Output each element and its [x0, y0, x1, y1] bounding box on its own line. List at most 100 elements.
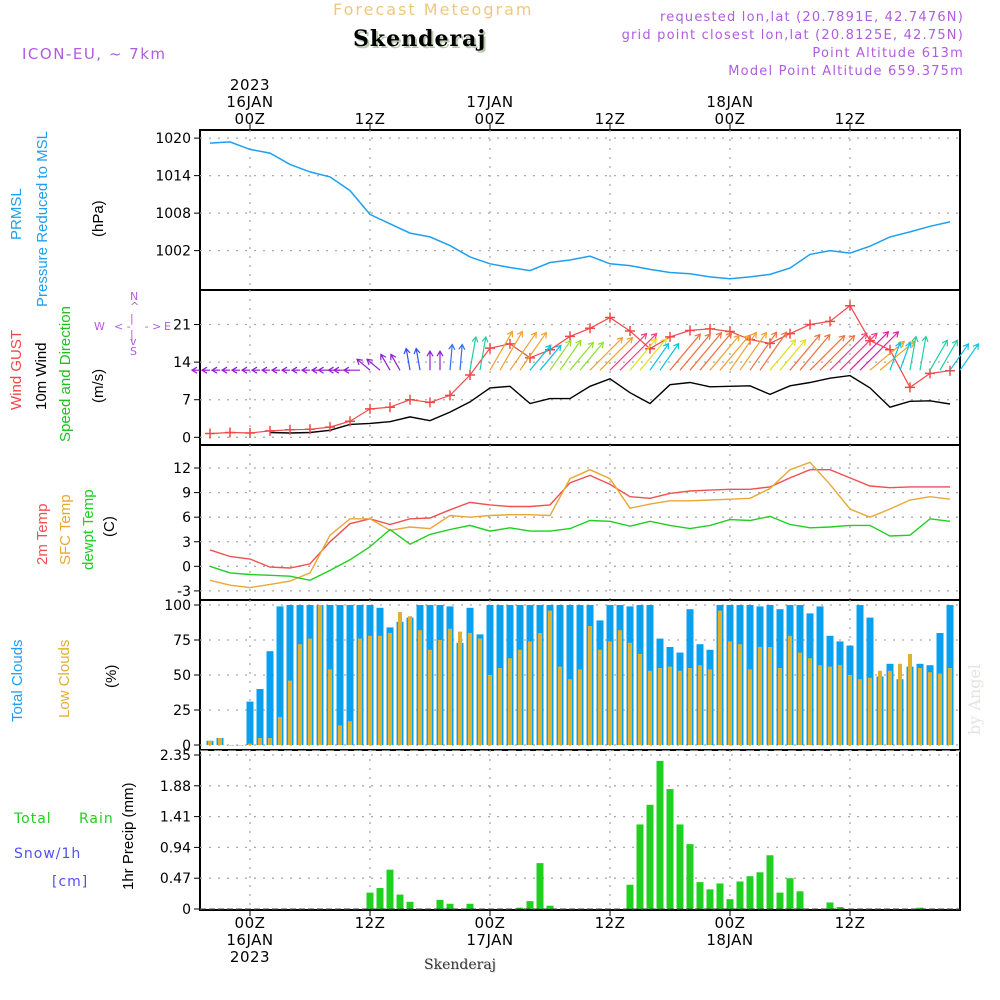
low-cloud-bar — [818, 665, 822, 745]
wind-arrow — [759, 331, 788, 371]
rain-bar — [676, 824, 684, 909]
wind-arrow — [509, 331, 537, 371]
gust-marker — [505, 338, 515, 349]
wind-arrow-head — [540, 331, 547, 339]
low-cloud-bar — [788, 635, 792, 745]
wind-arrow-shaft — [489, 331, 513, 371]
wind-arrow — [469, 335, 479, 371]
wind-arrow-head — [270, 366, 278, 374]
gust-marker — [525, 352, 535, 363]
y-tick-label: 9 — [182, 486, 191, 502]
wind-arrow-head — [861, 332, 868, 340]
low-cloud-bar — [688, 668, 692, 745]
wind-arrow-shaft — [909, 336, 917, 371]
wind-arrow-head — [905, 341, 912, 349]
wind-arrow-shaft — [405, 348, 411, 371]
low-cloud-bar — [868, 677, 872, 745]
low-cloud-bar — [458, 631, 462, 745]
low-cloud-bar — [578, 669, 582, 745]
wind-arrow-head — [750, 331, 757, 339]
wind-arrow — [559, 339, 582, 371]
low-cloud-bar — [248, 743, 252, 745]
wind-arrow — [829, 332, 868, 371]
time-label-line: 12Z — [834, 914, 866, 932]
gust-marker — [385, 402, 395, 413]
low-cloud-bar — [528, 641, 532, 745]
low-cloud-bar — [288, 680, 292, 745]
wind-arrow-shaft — [829, 332, 868, 371]
compass-east: E — [164, 320, 171, 333]
wind-arrow-head — [921, 335, 929, 343]
wind-arrow — [929, 339, 948, 371]
low-cloud-bar — [588, 626, 592, 745]
wind-arrow-head — [260, 366, 268, 374]
footer-station: Skenderaj — [424, 957, 497, 973]
rain-bar — [746, 876, 754, 909]
wind-arrow-shaft — [569, 342, 594, 371]
wind-arrow — [599, 336, 634, 371]
wind-arrow-head — [760, 331, 767, 339]
time-label-line: 00Z — [714, 110, 746, 128]
wind-arrow-shaft — [356, 358, 371, 371]
rain-bar — [656, 760, 664, 909]
wind-arrow — [859, 330, 900, 371]
rain-bar — [406, 901, 414, 909]
wind10-line — [269, 374, 951, 434]
wind-arrow-head — [663, 342, 670, 350]
point-altitude: Point Altitude 613m — [812, 46, 964, 61]
gust-marker — [685, 325, 695, 336]
wind-arrow-shaft — [809, 335, 845, 371]
time-label-line: 12Z — [354, 914, 386, 932]
y-tick-label: 21 — [173, 318, 191, 334]
gust-marker — [405, 394, 415, 405]
rain-bar — [796, 891, 804, 909]
wind-arrow-head — [848, 334, 856, 342]
wind-arrow-head — [530, 331, 537, 339]
wind-arrow — [679, 333, 712, 371]
wind-arrow — [413, 347, 421, 371]
gust-marker — [645, 343, 655, 354]
low-cloud-bar — [718, 610, 722, 745]
credit-watermark: by Angel — [965, 663, 984, 735]
precip-rain-label: Rain — [79, 811, 114, 827]
panel-frame-4 — [199, 749, 961, 911]
wind-arrow — [300, 366, 310, 374]
y-tick-label: 0 — [182, 559, 191, 575]
gust-marker — [905, 382, 915, 393]
rain-bar — [726, 899, 734, 909]
wind-arrow-head — [725, 331, 733, 339]
rain-bar — [366, 892, 374, 909]
wind-arrow-head — [240, 366, 248, 374]
precip-total-label: Total — [14, 811, 52, 827]
wind-arrow — [230, 366, 240, 374]
gust-marker — [485, 343, 495, 354]
time-label-line: 12Z — [594, 914, 626, 932]
wind-arrow-shaft — [509, 332, 537, 371]
wind-arrow-head — [317, 366, 324, 374]
total-cloud-bar — [346, 605, 354, 745]
wind-arrow-shaft — [849, 331, 889, 371]
snow-unit: [cm] — [52, 874, 89, 890]
wind-arrow — [200, 366, 210, 374]
wind-arrow — [499, 330, 524, 371]
bottom-time-label: 00Z 17JAN — [466, 915, 513, 949]
low-cloud-bar — [418, 630, 422, 745]
wind-arrow-shaft — [799, 334, 831, 371]
wind-arrow-shaft — [749, 331, 778, 371]
rain-bar — [646, 804, 654, 909]
wind-arrow — [889, 341, 902, 371]
low-cloud-bar — [928, 672, 932, 745]
wind-arrow-shaft — [699, 332, 732, 371]
wind-arrow-head — [390, 353, 397, 361]
wind-arrow — [849, 330, 890, 371]
wind-arrow-head — [545, 344, 552, 352]
rain-bar — [526, 901, 534, 909]
wind-arrow-head — [230, 366, 238, 374]
wind-arrow-shaft — [949, 343, 969, 371]
wind-arrow-shaft — [669, 333, 701, 371]
wind-arrow — [629, 337, 658, 371]
time-label-line: 12Z — [354, 110, 386, 128]
wind-arrow-shaft — [390, 354, 401, 371]
rain-bar — [776, 892, 784, 909]
time-label-line: 00Z — [234, 110, 266, 128]
